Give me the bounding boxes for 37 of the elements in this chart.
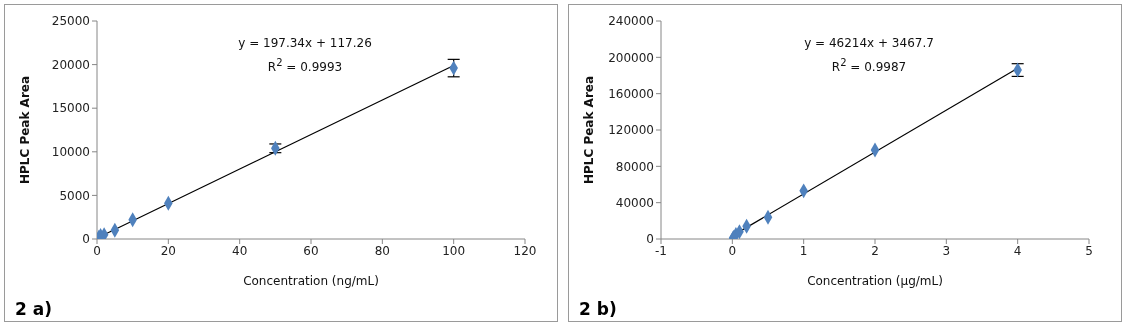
y-tick-label: 20000 — [51, 57, 90, 72]
x-tick-label: 100 — [442, 243, 466, 258]
x-axis-title: Concentration (ng/mL) — [243, 274, 379, 288]
y-tick-label: 160000 — [608, 86, 654, 101]
annotation: y = 46214x + 3467.7 — [803, 35, 935, 52]
y-tick-label: 0 — [646, 232, 654, 247]
x-axis-title: Concentration (µg/mL) — [807, 274, 943, 288]
text: 2 a) — [15, 299, 52, 319]
x-tick-label: 3 — [942, 243, 951, 258]
y-tick-label: 10000 — [51, 145, 90, 160]
annotation: y = 197.34x + 117.26 — [237, 35, 373, 52]
x-tick-label: 5 — [1085, 243, 1093, 258]
x-tick-label: 1 — [799, 243, 808, 258]
x-tick-label: 120 — [513, 243, 537, 258]
x-tick-label: 60 — [303, 243, 319, 258]
y-tick-label: 5000 — [59, 188, 90, 203]
x-tick-label: 0 — [728, 243, 737, 258]
x-tick-label: 20 — [160, 243, 176, 258]
y-tick-label: 200000 — [608, 50, 654, 65]
x-tick-label: 0 — [93, 243, 101, 258]
y-tick-label: 240000 — [608, 14, 654, 29]
text: 2 b) — [579, 299, 617, 319]
y-tick-label: 0 — [82, 232, 90, 247]
x-tick-label: -1 — [655, 243, 667, 258]
y-tick-label: 25000 — [51, 14, 90, 29]
y-axis-title: HPLC Peak Area — [582, 75, 597, 185]
x-tick-label: 4 — [1013, 243, 1022, 258]
y-tick-label: 15000 — [51, 101, 90, 116]
y-tick-label: 80000 — [615, 159, 654, 174]
x-tick-label: 80 — [374, 243, 390, 258]
annotation: R$^{2}$ = 0.9993 — [266, 56, 344, 76]
y-axis-title: HPLC Peak Area — [18, 75, 33, 185]
x-tick-label: 40 — [232, 243, 248, 258]
annotation: R$^{2}$ = 0.9987 — [830, 56, 908, 76]
x-tick-label: 2 — [871, 243, 879, 258]
y-tick-label: 40000 — [615, 195, 654, 210]
y-tick-label: 120000 — [608, 123, 654, 138]
